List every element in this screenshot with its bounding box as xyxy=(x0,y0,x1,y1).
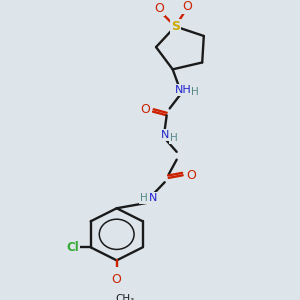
Text: H: H xyxy=(140,193,148,203)
Text: N: N xyxy=(160,130,169,140)
Text: CH₃: CH₃ xyxy=(115,294,134,300)
Text: NH: NH xyxy=(175,85,192,95)
Text: H: H xyxy=(170,133,178,143)
Text: O: O xyxy=(182,0,192,13)
Text: O: O xyxy=(154,2,164,15)
Text: O: O xyxy=(187,169,196,182)
Text: Cl: Cl xyxy=(66,241,79,254)
Text: H: H xyxy=(191,87,199,97)
Text: O: O xyxy=(112,273,122,286)
Text: O: O xyxy=(141,103,151,116)
Text: S: S xyxy=(171,20,180,33)
Text: N: N xyxy=(148,193,157,203)
